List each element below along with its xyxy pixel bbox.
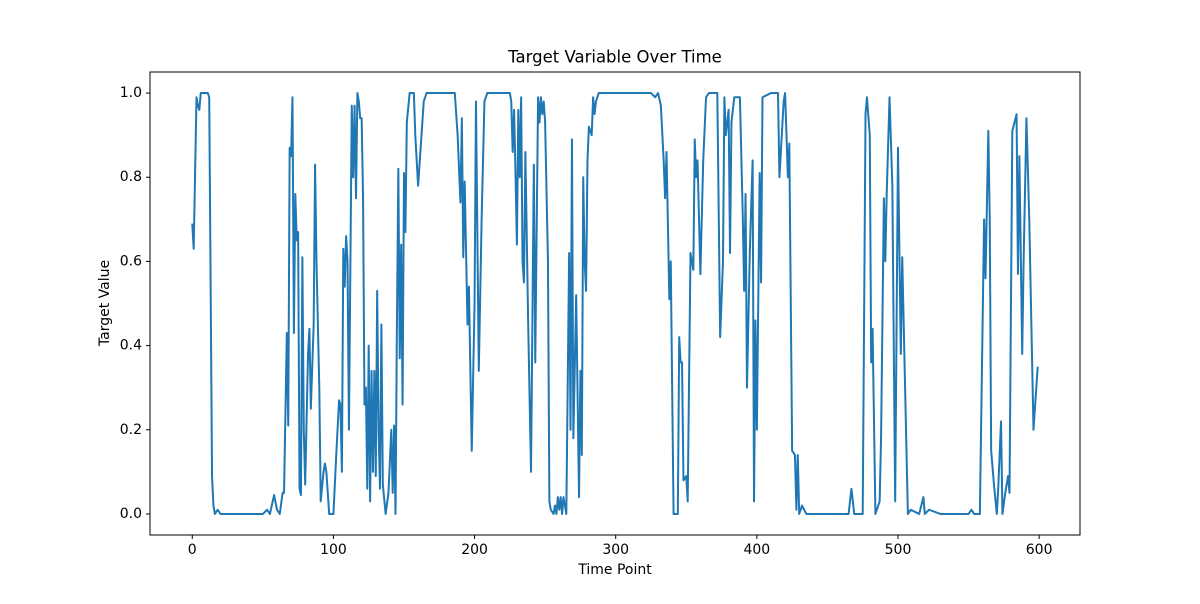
chart-title: Target Variable Over Time [507,48,722,67]
x-tick-label: 600 [1026,542,1053,558]
x-tick-label: 200 [461,542,488,558]
y-tick-label: 0.8 [120,169,142,185]
x-tick-label: 300 [602,542,629,558]
plot-frame [149,71,1081,536]
y-axis-label: Target Value [97,260,113,347]
x-tick-label: 400 [743,542,770,558]
data-line [191,92,1039,515]
x-axis-label: Time Point [577,562,652,578]
x-tick-label: 500 [885,542,912,558]
y-tick-label: 0.6 [120,253,142,269]
y-tick-label: 0.4 [120,338,142,354]
y-tick-label: 0.2 [120,422,142,438]
y-tick-label: 0.0 [120,506,142,522]
y-tick-label: 1.0 [120,85,142,101]
x-tick-label: 100 [320,542,347,558]
x-tick-label: 0 [188,542,197,558]
